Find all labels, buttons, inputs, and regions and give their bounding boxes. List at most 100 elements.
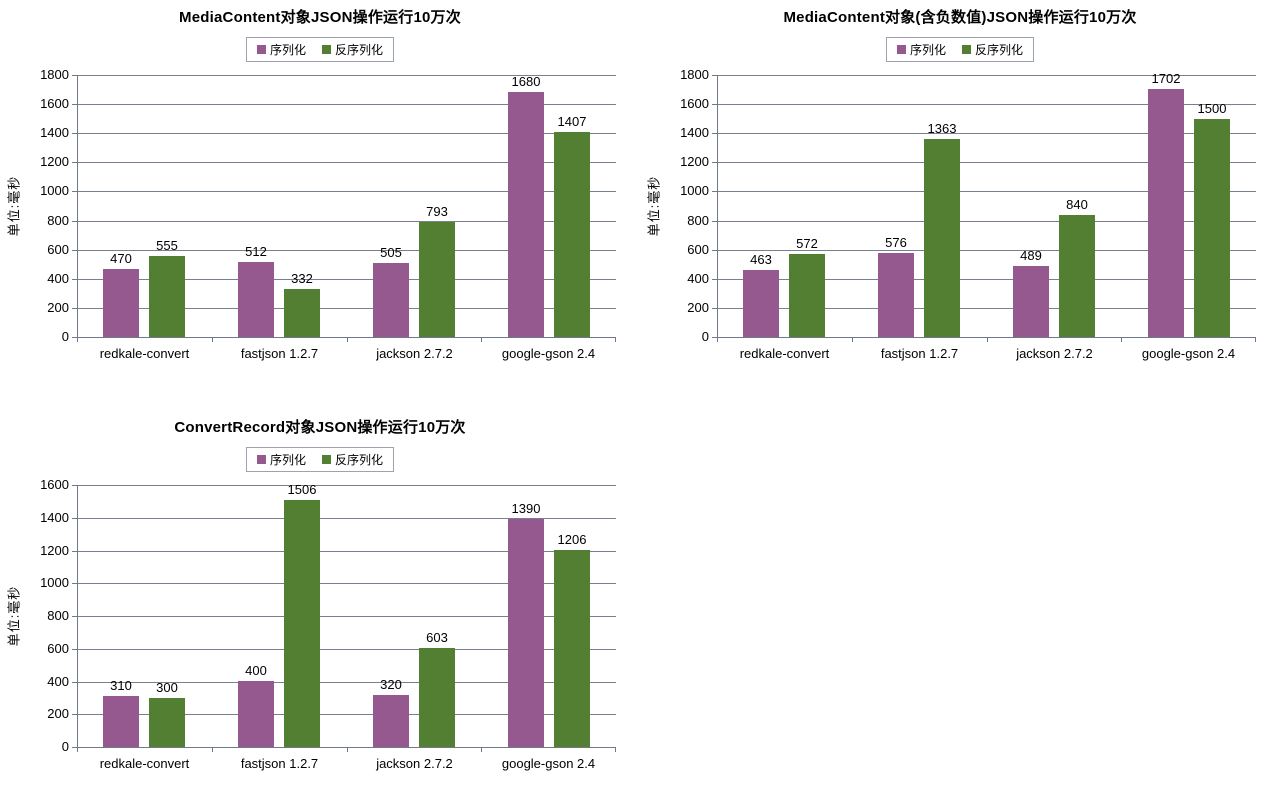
gridline (717, 308, 1256, 309)
legend-swatch-deserialize (322, 455, 331, 464)
legend-swatch-serialize (896, 45, 906, 54)
value-label: 555 (156, 238, 178, 253)
y-tick-mark (72, 75, 77, 76)
gridline (77, 191, 616, 192)
x-tick-mark (77, 747, 78, 752)
bar-deserialize (1194, 119, 1230, 337)
y-tick-mark (72, 518, 77, 519)
chart-title: MediaContent对象(含负数值)JSON操作运行10万次 (783, 9, 1137, 26)
y-tick-mark (712, 250, 717, 251)
chart-legend: 序列化 反序列化 (245, 447, 395, 472)
chart-mediacontent: MediaContent对象JSON操作运行10万次 序列化 反序列化 单位:毫秒… (0, 0, 640, 400)
y-tick-label: 1000 (40, 575, 69, 590)
legend-label-serialize: 序列化 (909, 43, 946, 57)
bar-serialize (508, 519, 544, 747)
bar-serialize (238, 262, 274, 337)
legend-item-deserialize: 反序列化 (962, 41, 1023, 58)
y-axis-title: 单位:毫秒 (6, 175, 22, 237)
bar-serialize (1148, 89, 1184, 337)
x-tick-mark (987, 337, 988, 342)
y-tick-mark (72, 485, 77, 486)
bar-serialize (103, 269, 139, 337)
bar-serialize (373, 695, 409, 747)
value-label: 400 (245, 663, 267, 678)
gridline (717, 279, 1256, 280)
y-tick-mark (712, 75, 717, 76)
value-label: 489 (1020, 248, 1042, 263)
y-tick-label: 600 (47, 242, 69, 257)
x-tick-mark (212, 747, 213, 752)
gridline (77, 104, 616, 105)
value-label: 512 (245, 244, 267, 259)
value-label: 1702 (1151, 71, 1181, 86)
value-label: 470 (110, 251, 132, 266)
chart-convertrecord: ConvertRecord对象JSON操作运行10万次 序列化 反序列化 单位:毫… (0, 410, 640, 810)
bar-serialize (878, 253, 914, 337)
chart-title: ConvertRecord对象JSON操作运行10万次 (174, 419, 466, 436)
y-tick-label: 1800 (40, 67, 69, 82)
legend-swatch-serialize (256, 45, 266, 54)
y-tick-mark (72, 133, 77, 134)
y-tick-mark (72, 747, 77, 748)
chart-mediacontent-negative: MediaContent对象(含负数值)JSON操作运行10万次 序列化 反序列化… (640, 0, 1280, 400)
x-tick-mark (481, 747, 482, 752)
plot-area: 0 200 400 600 800 1000 1200 1400 1600 redkale-con… (40, 477, 616, 771)
value-label: 1206 (557, 532, 587, 547)
x-axis-line (717, 337, 1256, 338)
gridline (77, 279, 616, 280)
gridline (717, 221, 1256, 222)
y-tick-label: 1200 (40, 154, 69, 169)
x-tick-label: fastjson 1.2.7 (240, 756, 319, 771)
x-axis-line (77, 337, 616, 338)
chart-legend: 序列化 反序列化 (885, 37, 1035, 62)
legend-item-serialize: 序列化 (256, 41, 306, 58)
x-tick-mark (77, 337, 78, 342)
y-tick-label: 0 (61, 329, 69, 344)
y-tick-mark (72, 104, 77, 105)
gridline (717, 104, 1256, 105)
value-label: 1680 (511, 74, 541, 89)
bar-deserialize (149, 256, 185, 337)
y-tick-mark (72, 162, 77, 163)
gridline (77, 682, 616, 683)
x-tick-mark (481, 337, 482, 342)
y-tick-mark (72, 649, 77, 650)
x-tick-mark (1121, 337, 1122, 342)
x-tick-mark (615, 747, 616, 752)
bar-deserialize (554, 550, 590, 747)
x-tick-mark (347, 747, 348, 752)
x-tick-label: jackson 2.7.2 (1016, 346, 1093, 361)
bar-deserialize (419, 222, 455, 337)
legend-item-serialize: 序列化 (896, 41, 946, 58)
x-tick-label: fastjson 1.2.7 (880, 346, 959, 361)
y-tick-label: 200 (687, 300, 709, 315)
plot-area: 0 200 400 600 800 1000 1200 1400 1600 1800 redkale… (40, 67, 616, 361)
y-axis-line (77, 75, 78, 337)
gridline (77, 75, 616, 76)
value-label: 332 (291, 271, 313, 286)
gridline (77, 583, 616, 584)
legend-swatch-serialize (256, 455, 266, 464)
x-tick-label: jackson 2.7.2 (376, 756, 453, 771)
x-tick-label: google-gson 2.4 (501, 756, 596, 771)
gridline (77, 133, 616, 134)
gridline (77, 308, 616, 309)
y-tick-mark (72, 616, 77, 617)
y-tick-mark (72, 250, 77, 251)
y-tick-label: 400 (47, 271, 69, 286)
y-tick-label: 1400 (40, 510, 69, 525)
bar-deserialize (149, 698, 185, 747)
value-label: 505 (380, 245, 402, 260)
bar-deserialize (284, 289, 320, 337)
y-axis-line (717, 75, 718, 337)
bar-serialize (373, 263, 409, 337)
bar-serialize (743, 270, 779, 337)
y-tick-label: 400 (687, 271, 709, 286)
y-tick-label: 1000 (40, 183, 69, 198)
value-label: 840 (1066, 197, 1088, 212)
y-tick-mark (72, 308, 77, 309)
bar-deserialize (419, 648, 455, 747)
bar-deserialize (284, 500, 320, 747)
x-tick-label: redkale-convert (99, 756, 190, 771)
x-tick-label: redkale-convert (739, 346, 830, 361)
